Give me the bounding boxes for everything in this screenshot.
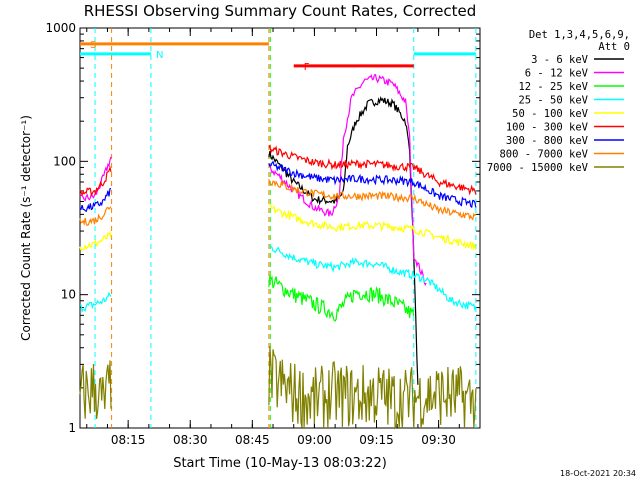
series-25-50-kev [79, 245, 477, 313]
legend-header: Det 1,3,4,5,6,9, [529, 29, 630, 41]
series-line [268, 345, 477, 430]
series-3-6-kev [268, 95, 419, 385]
legend-label: 3 - 6 keV [531, 54, 589, 66]
series-line [268, 160, 477, 209]
series-line [268, 144, 477, 196]
series-line [268, 245, 477, 312]
chart-title: RHESSI Observing Summary Count Rates, Co… [84, 2, 477, 20]
mode-label: S [90, 40, 96, 51]
footer-date: 18-Oct-2021 20:34 [560, 469, 636, 478]
plot-area: 1 10 100 1000 08:15 08:30 08:45 09:00 09:15 09:30… [45, 21, 481, 447]
legend-label: 6 - 12 keV [525, 68, 589, 80]
x-tick-label: 08:45 [235, 433, 270, 447]
series-800-7000-kev [79, 178, 477, 227]
series-12-25-kev [268, 274, 415, 322]
series-line [79, 291, 112, 313]
series-line [268, 95, 419, 385]
y-tick-label: 1000 [45, 21, 76, 35]
legend-label: 7000 - 15000 keV [487, 162, 589, 174]
series-line [268, 178, 477, 221]
series-line [79, 206, 112, 227]
series-line [79, 230, 112, 252]
series-line [268, 203, 477, 251]
series-7000-15000-kev [79, 345, 477, 430]
legend: Det 1,3,4,5,6,9,Att 0 3 - 6 keV 6 - 12 keV… [487, 29, 630, 174]
mode-label: N [156, 50, 163, 61]
legend-label: 800 - 7000 keV [499, 149, 588, 161]
plot-frame [79, 27, 481, 429]
y-tick-label: 100 [53, 154, 76, 168]
series-300-800-kev [79, 160, 477, 213]
legend-label: 300 - 800 keV [506, 135, 589, 147]
mode-label: F [304, 62, 310, 73]
series-line [268, 274, 415, 322]
legend-header: Att 0 [598, 41, 630, 53]
y-axis-label: Corrected Count Rate (s⁻¹ detector⁻¹) [19, 115, 33, 341]
legend-label: 25 - 50 keV [518, 95, 588, 107]
series-50-100-kev [79, 203, 477, 252]
x-tick-label: 09:30 [421, 433, 456, 447]
y-tick-label: 10 [61, 288, 76, 302]
x-axis-label: Start Time (10-May-13 08:03:22) [173, 456, 387, 471]
y-tick-label: 1 [68, 421, 76, 435]
x-tick-label: 08:15 [111, 433, 146, 447]
x-tick-label: 09:15 [359, 433, 394, 447]
x-tick-label: 09:00 [297, 433, 332, 447]
series-100-300-kev [79, 144, 477, 197]
x-tick-label: 08:30 [173, 433, 208, 447]
legend-label: 50 - 100 keV [512, 108, 589, 120]
legend-label: 12 - 25 keV [518, 81, 588, 93]
series-line [79, 187, 112, 213]
series-line [79, 360, 112, 419]
series-line [79, 165, 112, 197]
legend-label: 100 - 300 keV [506, 122, 589, 134]
